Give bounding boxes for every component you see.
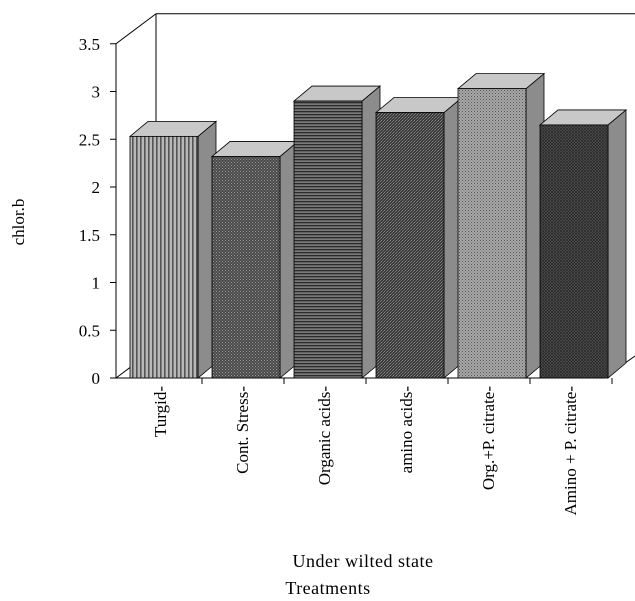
x-tick-label: amino acids- xyxy=(397,386,416,474)
bar xyxy=(456,72,546,379)
bar xyxy=(374,96,464,379)
bar xyxy=(128,120,218,379)
y-tick-label: 2.5 xyxy=(79,130,100,149)
bar-side xyxy=(607,109,627,379)
bar-front xyxy=(129,135,199,379)
y-axis-title: chlor.b xyxy=(9,199,28,246)
x-tick-label: Org.+P. citrate- xyxy=(479,386,498,491)
x-tick-label: Amino + P. citrate- xyxy=(561,386,580,516)
y-axis: 0 0.5 1 1.5 2 2.5 3 3.5 xyxy=(79,35,116,388)
bar-front xyxy=(539,124,609,379)
y-tick-label: 1.5 xyxy=(79,226,100,245)
y-tick-label: 0.5 xyxy=(79,321,100,340)
frame-edge-top-left xyxy=(115,13,157,45)
x-tick-label: Organic acids- xyxy=(315,386,334,486)
y-tick-label: 0 xyxy=(92,369,101,388)
bar-front xyxy=(457,88,527,379)
y-tick-label: 3 xyxy=(92,83,101,102)
x-tick-label: Cont. Stress- xyxy=(233,386,252,474)
x-axis: Turgid- Cont. Stress- Organic acids-amino … xyxy=(151,378,613,516)
y-tick-label: 3.5 xyxy=(79,35,100,54)
bar xyxy=(292,85,382,379)
bar-front xyxy=(293,100,363,379)
bar xyxy=(210,140,300,379)
bar xyxy=(538,109,628,379)
bar-front xyxy=(375,112,445,379)
x-axis-title-line1: Under wilted state xyxy=(293,551,434,571)
x-tick-label: Turgid- xyxy=(151,386,170,437)
bar-front xyxy=(211,156,281,379)
bars xyxy=(128,72,628,379)
y-tick-label: 1 xyxy=(92,274,101,293)
x-axis-title-line2: Treatments xyxy=(285,578,370,598)
y-tick-label: 2 xyxy=(92,178,101,197)
